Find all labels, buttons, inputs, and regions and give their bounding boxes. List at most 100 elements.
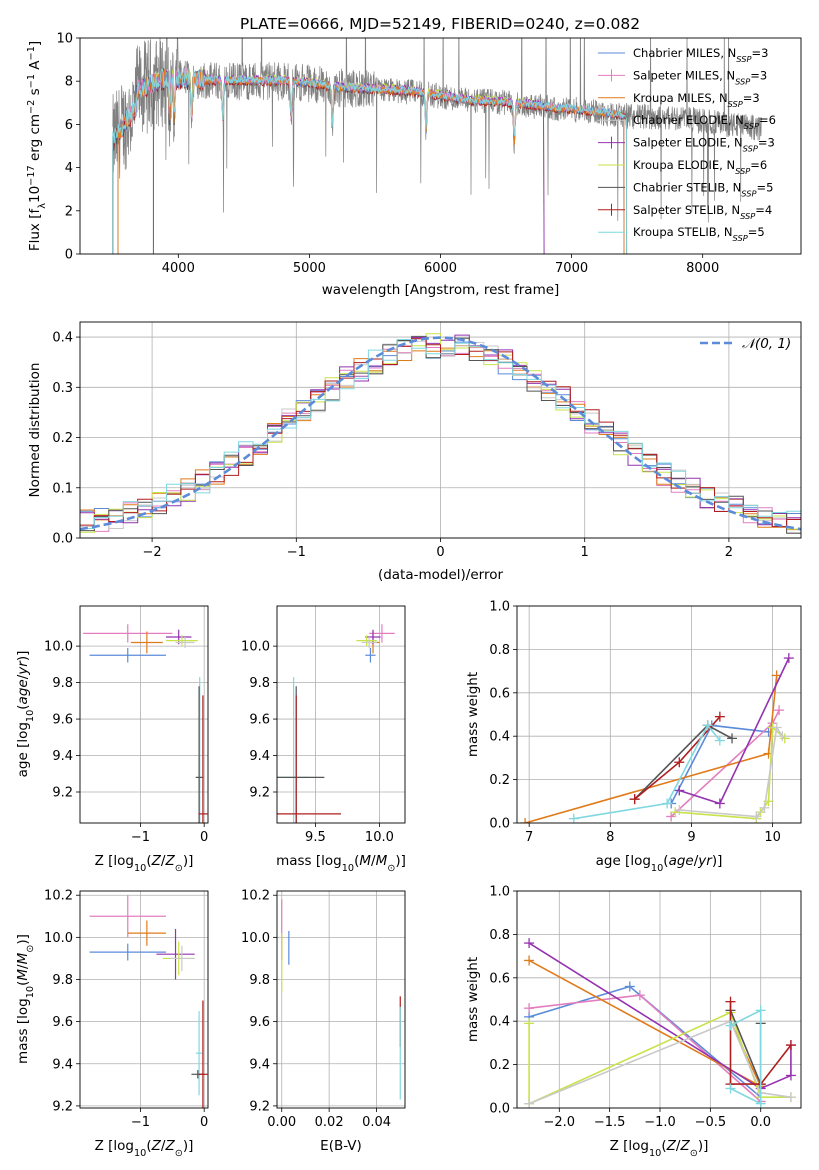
label-part: −1 [26, 74, 37, 88]
series-point [520, 818, 531, 823]
model-spectrum-line [112, 68, 628, 254]
label-part: mass [log [276, 853, 342, 869]
x-tick-label: 0 [436, 545, 444, 560]
series-point [783, 653, 794, 664]
label-part: age [log [15, 722, 31, 777]
series-point [725, 996, 736, 1007]
x-tick-label: 0.0 [750, 1115, 771, 1130]
errorbar-point [175, 637, 195, 648]
y-tick-label: 10 [56, 32, 73, 47]
label-part: ( [15, 981, 31, 986]
series-point [666, 811, 677, 822]
label-part: )] [712, 853, 723, 869]
series-point [674, 785, 685, 796]
label-part: 10 [134, 1148, 146, 1159]
label-part: M [376, 853, 388, 869]
series-point [725, 1020, 736, 1031]
age_vs_mass-panel: 9.5 10.0 9.2 9.4 9.6 9.8 10.0 [241, 605, 406, 845]
x-tick-label: 0 [200, 830, 208, 845]
errorbar-point [356, 635, 377, 647]
label-part: =3 [751, 46, 768, 60]
label-part: ( [661, 1138, 666, 1154]
series-point [777, 731, 788, 742]
label-part: =6 [759, 113, 776, 127]
label-part: Z [log [95, 1138, 134, 1154]
label-part: SSP [733, 233, 748, 243]
y-tick-label: 1.0 [489, 600, 510, 615]
y-tick-label: 9.2 [52, 1099, 73, 1114]
x-tick-label: 10 [764, 830, 781, 845]
label-part: 10 [25, 986, 36, 998]
label-part: Salpeter ELODIE, N [633, 136, 743, 150]
plot-area [112, 38, 763, 254]
y-tick-label: 10.2 [241, 889, 270, 904]
x-tick-label: 1 [581, 545, 589, 560]
errorbar-point [277, 695, 341, 823]
label-part: =4 [755, 203, 772, 217]
y-tick-label: 2 [65, 204, 73, 219]
series-line [573, 723, 721, 820]
axes-frame [79, 890, 209, 1109]
plot-area [524, 938, 796, 1108]
label-part: / [15, 674, 31, 679]
series-line [729, 1001, 792, 1085]
legend-entry: Kroupa MILES, NSSP=3 [633, 91, 760, 109]
label-part: 10 [27, 186, 43, 203]
axes-frame [276, 890, 406, 1109]
x-tick-label: −2 [143, 545, 162, 560]
legend-entry: Chabrier ELODIE, NSSP=6 [633, 113, 776, 131]
series-point [755, 1005, 766, 1016]
legend-entry: Kroupa ELODIE, NSSP=6 [633, 158, 767, 176]
y-tick-label: 0.0 [489, 817, 510, 832]
x-tick-label: −1.5 [594, 1115, 626, 1130]
label-part: −17 [26, 165, 37, 186]
residual-histogram [80, 335, 801, 534]
series-point [674, 804, 685, 815]
legend-entry: 𝒩(0, 1) [742, 336, 791, 352]
label-part: Kroupa MILES, N [633, 91, 728, 105]
x-tick-label: 9 [687, 830, 695, 845]
y-tick-label: 10.2 [44, 889, 73, 904]
errorbar-point [198, 1000, 208, 1108]
y-tick-label: 10.0 [44, 640, 73, 655]
residuals-panel: −2 −1 0 1 2 0.0 0.1 0.2 0.3 0.4 𝒩(0, 1) (data-model… [27, 321, 802, 583]
series-point [714, 735, 725, 746]
label-part: Salpeter MILES, N [633, 68, 735, 82]
x-tick-label: −1 [131, 830, 150, 845]
series-point [785, 1070, 796, 1081]
label-part: 10 [134, 863, 146, 874]
label-part: Salpeter STELIB, N [633, 203, 740, 217]
x-tick-label: 8 [606, 830, 614, 845]
series-line [524, 675, 778, 823]
label-part: SSP [740, 211, 755, 221]
legend-entry: Kroupa STELIB, NSSP=5 [633, 225, 765, 243]
series-line [528, 985, 762, 1098]
x-axis-label: mass [log10(M/M⊙)] [276, 853, 406, 874]
y-axis-label: Normed distribution [27, 363, 43, 498]
label-part: SSP [736, 54, 751, 64]
y-tick-label: 0 [65, 248, 73, 263]
label-part: / [15, 964, 31, 969]
y-tick-label: 0.0 [489, 1102, 510, 1117]
y-tick-label: 0.2 [489, 1058, 510, 1073]
label-part: )] [183, 1138, 194, 1154]
label-part: age [15, 679, 31, 704]
series-point [674, 757, 685, 768]
label-part: Z [log [610, 1138, 649, 1154]
axes-frame [79, 605, 209, 824]
y-tick-label: 9.4 [249, 749, 270, 764]
y-tick-label: 9.6 [249, 1015, 270, 1030]
x-tick-label: 7000 [555, 261, 588, 276]
age_vs_Z-panel: −1 0 9.2 9.4 9.6 9.8 10.0 [44, 605, 209, 845]
series-point [568, 813, 579, 823]
label-part: =6 [750, 158, 767, 172]
series-point [785, 1040, 796, 1051]
y-tick-label: 0.0 [52, 532, 73, 547]
label-part: mass [log [15, 998, 31, 1064]
errorbar-point [130, 631, 163, 654]
series-point [524, 938, 535, 949]
y-tick-label: 10.0 [44, 931, 73, 946]
label-part: Z [679, 1138, 690, 1154]
legend-entry: Salpeter STELIB, NSSP=4 [633, 203, 772, 221]
y-tick-label: 9.8 [249, 676, 270, 691]
